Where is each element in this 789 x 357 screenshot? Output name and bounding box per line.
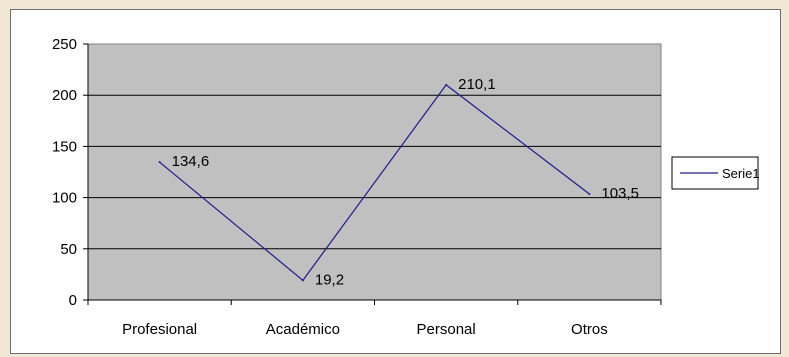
axes: 0 50 100 150 200 250 Profesional Académico Perso… — [52, 36, 662, 338]
x-category-label: Profesional — [122, 321, 197, 338]
plot-area — [87, 43, 662, 301]
data-label: 103,5 — [601, 185, 639, 202]
data-labels: 134,6 19,2 210,1 103,5 — [172, 76, 639, 288]
legend-label-serie1: Serie1 — [722, 166, 760, 181]
data-label: 19,2 — [315, 271, 344, 288]
legend: Serie1 — [671, 156, 760, 190]
y-tick-label: 100 — [52, 190, 77, 207]
y-tick-label: 150 — [52, 138, 77, 155]
y-tick-label: 0 — [69, 292, 77, 309]
data-point — [588, 193, 591, 196]
data-label: 134,6 — [172, 153, 210, 170]
y-tick-label: 250 — [52, 36, 77, 53]
chart-panel: 0 50 100 150 200 250 Profesional Académico Perso… — [10, 9, 781, 354]
gridlines — [88, 94, 661, 250]
x-category-label: Personal — [417, 321, 476, 338]
data-point — [445, 83, 448, 86]
y-tick-label: 50 — [60, 241, 77, 258]
x-category-label: Otros — [571, 321, 608, 338]
x-category-label: Académico — [266, 321, 340, 338]
series-line-serie1 — [159, 84, 590, 282]
y-tick-label: 200 — [52, 87, 77, 104]
data-point — [301, 279, 304, 282]
data-label: 210,1 — [458, 76, 496, 93]
series-layer — [158, 83, 591, 282]
data-point — [158, 161, 161, 164]
line-chart: 0 50 100 150 200 250 Profesional Académico Perso… — [52, 36, 760, 338]
